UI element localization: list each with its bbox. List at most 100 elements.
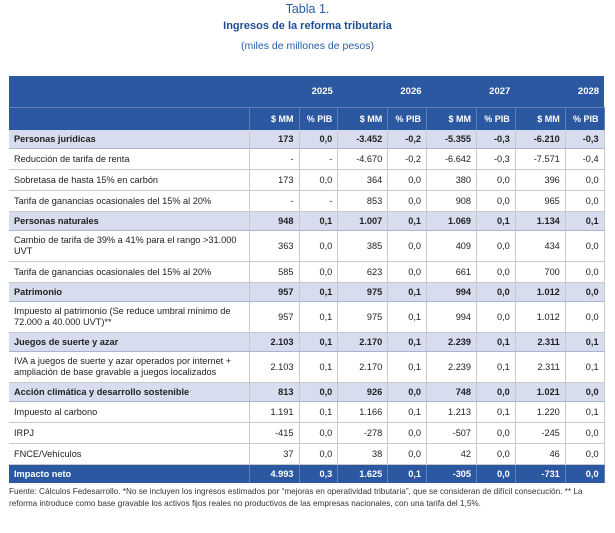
value-mm-cell: - (249, 190, 300, 212)
value-mm-cell: 2.239 (426, 351, 478, 383)
value-pib-cell: -0,4 (565, 148, 605, 170)
value-mm-cell: 364 (337, 169, 389, 191)
row-label: Acción climática y desarrollo sostenible (9, 382, 250, 402)
table-row: Tarifa de ganancias ocasionales del 15% … (9, 261, 605, 283)
unit-mm-header: $ MM (337, 107, 389, 130)
row-label: Reducción de tarifa de renta (9, 148, 250, 170)
value-pib-cell: 0,0 (565, 261, 605, 283)
value-mm-cell: 2.103 (249, 351, 300, 383)
table-title: Ingresos de la reforma tributaria (223, 20, 392, 32)
value-pib-cell: 0,0 (387, 382, 428, 402)
value-mm-cell: 1.021 (515, 382, 566, 402)
value-pib-cell: 0,1 (565, 401, 605, 423)
value-pib-cell: 0,0 (565, 382, 605, 402)
table-row: Tarifa de ganancias ocasionales del 15% … (9, 190, 605, 212)
value-mm-cell: 42 (426, 443, 478, 465)
row-label: Personas naturales (9, 211, 250, 231)
value-pib-cell: 0,1 (387, 282, 428, 302)
unit-pib-header: % PIB (299, 107, 339, 130)
value-pib-cell: 0,1 (565, 211, 605, 231)
table-subtitle: (miles de millones de pesos) (240, 40, 375, 52)
value-mm-cell: 46 (515, 443, 566, 465)
table-row: Impuesto al patrimonio (Se reduce umbral… (9, 301, 605, 333)
table-row: IRPJ -415 0,0 -278 0,0 -507 0,0 -245 0,0 (9, 422, 605, 444)
table-row: IVA a juegos de suerte y azar operados p… (9, 351, 605, 383)
value-mm-cell: 434 (515, 230, 566, 262)
row-label: Sobretasa de hasta 15% en carbón (9, 169, 250, 191)
value-mm-cell: 748 (426, 382, 478, 402)
value-mm-cell: -278 (337, 422, 389, 444)
value-pib-cell: 0,0 (387, 169, 428, 191)
value-mm-cell: 363 (249, 230, 300, 262)
table-number: Tabla 1. (285, 2, 330, 16)
table-row: Reducción de tarifa de renta - - -4.670 -0,2… (9, 148, 605, 170)
value-mm-cell: 1.069 (426, 211, 478, 231)
value-pib-cell: 0,0 (387, 230, 428, 262)
value-mm-cell: 2.170 (337, 351, 389, 383)
value-pib-cell: 0,0 (299, 130, 339, 149)
unit-mm-header: $ MM (249, 107, 300, 130)
unit-mm-header: $ MM (515, 107, 566, 130)
category-row: Juegos de suerte y azar 2.103 0,1 2.170 0,1 2… (9, 332, 605, 352)
value-pib-cell: 0,1 (387, 401, 428, 423)
value-mm-cell: -4.670 (337, 148, 389, 170)
value-mm-cell: 585 (249, 261, 300, 283)
value-mm-cell: 1.166 (337, 401, 389, 423)
value-pib-cell: 0,1 (476, 401, 516, 423)
row-label: Impacto neto (9, 464, 250, 483)
value-pib-cell: 0,0 (299, 422, 339, 444)
value-pib-cell: 0,1 (565, 332, 605, 352)
value-mm-cell: 623 (337, 261, 389, 283)
table-body: Personas jurídicas 173 0,0 -3.452 -0,2 -5.355… (9, 130, 605, 483)
value-pib-cell: 0,1 (476, 351, 516, 383)
table-row: Cambio de tarifa de 39% a 41% para el ra… (9, 230, 605, 262)
value-pib-cell: 0,0 (476, 382, 516, 402)
value-pib-cell: 0,0 (565, 190, 605, 212)
value-mm-cell: 1.220 (515, 401, 566, 423)
value-mm-cell: 908 (426, 190, 478, 212)
value-mm-cell: 957 (249, 282, 300, 302)
value-pib-cell: 0,1 (387, 301, 428, 333)
value-mm-cell: 2.103 (249, 332, 300, 352)
value-pib-cell: 0,0 (476, 443, 516, 465)
table-row: Sobretasa de hasta 15% en carbón 173 0,0 36… (9, 169, 605, 191)
value-mm-cell: 38 (337, 443, 389, 465)
value-pib-cell: 0,1 (299, 301, 339, 333)
row-label: Tarifa de ganancias ocasionales del 15% … (9, 190, 250, 212)
value-pib-cell: 0,1 (299, 332, 339, 352)
value-pib-cell: -0,3 (565, 130, 605, 149)
value-pib-cell: 0,0 (565, 282, 605, 302)
unit-mm-header: $ MM (426, 107, 478, 130)
value-pib-cell: -0,2 (387, 130, 428, 149)
unit-header-row: $ MM % PIB $ MM % PIB $ MM % PIB $ MM % … (9, 107, 605, 130)
table-row: FNCE/Vehículos 37 0,0 38 0,0 42 0,0 46 0,0 (9, 443, 605, 465)
value-pib-cell: 0,0 (299, 169, 339, 191)
value-mm-cell: -3.452 (337, 130, 389, 149)
value-pib-cell: 0,0 (476, 169, 516, 191)
category-row: Acción climática y desarrollo sostenible… (9, 382, 605, 402)
value-mm-cell: 2.239 (426, 332, 478, 352)
year-header: 2025 (249, 76, 338, 108)
unit-pib-header: % PIB (476, 107, 516, 130)
value-mm-cell: 1.191 (249, 401, 300, 423)
value-mm-cell: 975 (337, 282, 389, 302)
value-pib-cell: - (299, 190, 339, 212)
value-pib-cell: 0,1 (476, 211, 516, 231)
value-mm-cell: 1.134 (515, 211, 566, 231)
year-header: 2027 (426, 76, 516, 108)
unit-pib-header: % PIB (387, 107, 428, 130)
row-label: Tarifa de ganancias ocasionales del 15% … (9, 261, 250, 283)
value-pib-cell: -0,3 (476, 148, 516, 170)
value-pib-cell: 0,0 (565, 464, 605, 483)
row-label: FNCE/Vehículos (9, 443, 250, 465)
value-mm-cell: 1.625 (337, 464, 389, 483)
revenue-table: 2025 2026 2027 2028 $ MM % PIB $ MM % PI… (9, 76, 605, 483)
value-pib-cell: 0,0 (476, 464, 516, 483)
value-pib-cell: 0,0 (299, 443, 339, 465)
category-row: Patrimonio 957 0,1 975 0,1 994 0,0 1.012 0,0 (9, 282, 605, 302)
value-pib-cell: 0,0 (565, 230, 605, 262)
row-label: IVA a juegos de suerte y azar operados p… (9, 351, 250, 383)
value-mm-cell: 957 (249, 301, 300, 333)
value-mm-cell: -507 (426, 422, 478, 444)
value-pib-cell: 0,1 (299, 401, 339, 423)
